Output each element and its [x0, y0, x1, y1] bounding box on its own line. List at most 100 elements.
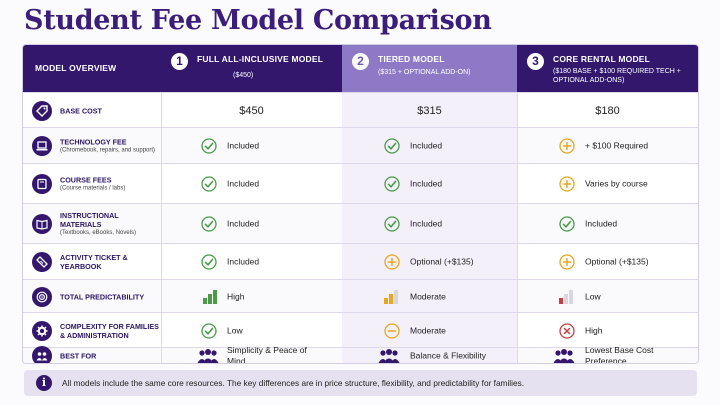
- value-text: Moderate: [410, 325, 446, 335]
- header-model-1: 1 FULL ALL-INCLUSIVE MODEL ($450): [161, 45, 342, 92]
- table-row: COURSE FEES (Course materials / labs) Incl…: [23, 163, 698, 204]
- model-name: CORE RENTAL MODEL: [553, 54, 651, 64]
- row-label: ACTIVITY TICKET & YEARBOOK: [60, 253, 160, 271]
- row-label-cell: COMPLEXITY FOR FAMILIES & ADMINISTRATION: [23, 313, 162, 348]
- model-number-badge: 1: [171, 53, 188, 70]
- row-label-cell: COURSE FEES (Course materials / labs): [23, 164, 162, 204]
- value-text: Moderate: [410, 291, 446, 301]
- page-title: Student Fee Model Comparison: [24, 5, 492, 36]
- row-subtitle: (Textbooks, eBooks, Novels): [60, 230, 137, 236]
- value-cell: Moderate: [342, 313, 518, 348]
- value-cell: Included: [161, 164, 343, 204]
- check-icon: [201, 322, 217, 339]
- row-title: BASE COST: [60, 106, 102, 115]
- row-label-cell: ACTIVITY TICKET & YEARBOOK: [23, 244, 162, 280]
- check-icon: [201, 138, 217, 154]
- row-title: COMPLEXITY FOR FAMILIES & ADMINISTRATION: [60, 321, 159, 340]
- value-cell: High: [161, 280, 343, 313]
- info-footer: i All models include the same core resou…: [24, 370, 697, 396]
- value-cell: Optional (+$135): [342, 244, 518, 280]
- people-icon: [553, 349, 575, 363]
- cross-icon: [559, 322, 575, 339]
- price-value: $315: [417, 104, 442, 117]
- value-cell: High: [517, 313, 698, 348]
- row-label-cell: TECHNOLOGY FEE (Chromebook, repairs, and …: [23, 128, 162, 164]
- row-label: BASE COST: [60, 106, 160, 115]
- value-cell: Low: [161, 313, 343, 348]
- value-text: Included: [227, 178, 260, 189]
- row-title: BEST FOR: [60, 351, 97, 361]
- table-row: TECHNOLOGY FEE (Chromebook, repairs, and …: [23, 127, 698, 164]
- laptop-icon: [32, 136, 52, 156]
- users-icon: [32, 346, 52, 363]
- value-text: Included: [227, 256, 260, 267]
- value-text: Simplicity & Peace of Mind: [227, 345, 307, 364]
- value-text: High: [227, 291, 245, 301]
- header-model-2: 2 TIERED MODEL ($315 + OPTIONAL ADD-ON): [342, 45, 517, 92]
- overview-label: MODEL OVERVIEW: [35, 63, 117, 73]
- value-text: Balance & Flexibility: [410, 350, 487, 361]
- value-cell: Optional (+$135): [517, 244, 698, 280]
- header-model-3: 3 CORE RENTAL MODEL ($180 BASE + $100 RE…: [517, 45, 698, 92]
- value-text: Optional (+$135): [410, 256, 474, 267]
- target-icon: [32, 286, 52, 307]
- row-subtitle: (Chromebook, repairs, and support): [60, 147, 156, 154]
- value-cell: Included: [161, 128, 343, 164]
- price-value: $180: [595, 104, 620, 117]
- value-cell: $315: [342, 93, 518, 128]
- gear-icon: [32, 320, 52, 341]
- predictability-bars-icon: [559, 289, 573, 304]
- model-number-badge: 2: [352, 53, 369, 70]
- table-row: INSTRUCTIONAL MATERIALS (Textbooks, eBook…: [23, 203, 698, 244]
- plus-icon: [559, 138, 575, 154]
- comparison-table: MODEL OVERVIEW 1 FULL ALL-INCLUSIVE MODE…: [22, 44, 699, 364]
- value-cell: Balance & Flexibility: [342, 348, 518, 363]
- value-text: + $100 Required: [585, 140, 649, 151]
- value-text: Included: [410, 140, 443, 151]
- value-cell: $450: [161, 93, 343, 128]
- open-book-icon: [32, 214, 52, 234]
- table-row: COMPLEXITY FOR FAMILIES & ADMINISTRATION…: [23, 312, 698, 348]
- table-row: BEST FOR Simplicity & Peace of Mind Balanc…: [23, 345, 698, 364]
- value-cell: Included: [342, 128, 518, 164]
- value-cell: Included: [342, 164, 518, 204]
- plus-icon: [559, 254, 575, 270]
- row-label: BEST FOR: [60, 352, 160, 361]
- plus-icon: [559, 176, 575, 192]
- info-icon: i: [36, 375, 52, 391]
- row-title: INSTRUCTIONAL MATERIALS: [60, 211, 119, 229]
- value-cell: Included: [161, 204, 343, 244]
- check-icon: [384, 216, 400, 232]
- check-icon: [201, 176, 217, 192]
- price-value: $450: [239, 104, 264, 117]
- value-text: Lowest Base Cost Preference: [585, 345, 654, 364]
- row-title: TOTAL PREDICTABILITY: [60, 292, 145, 301]
- value-cell: Included: [161, 244, 343, 280]
- row-label-cell: BASE COST: [23, 93, 162, 128]
- model-number-badge: 3: [527, 53, 544, 70]
- row-title: ACTIVITY TICKET & YEARBOOK: [60, 253, 128, 271]
- tag-icon: [32, 100, 52, 121]
- model-name: FULL ALL-INCLUSIVE MODEL: [197, 54, 324, 64]
- value-cell: Varies by course: [517, 164, 698, 204]
- value-text: Included: [227, 218, 260, 229]
- value-cell: Moderate: [342, 280, 518, 313]
- value-text: Included: [410, 178, 443, 189]
- check-icon: [201, 216, 217, 232]
- model-subtitle: ($180 BASE + $100 REQUIRED TECH + OPTION…: [553, 68, 681, 84]
- check-icon: [384, 138, 400, 154]
- model-name: TIERED MODEL: [378, 54, 445, 64]
- people-icon: [378, 349, 400, 363]
- row-label: INSTRUCTIONAL MATERIALS (Textbooks, eBook…: [60, 211, 160, 237]
- value-text: Optional (+$135): [585, 256, 649, 267]
- value-text: High: [585, 325, 603, 335]
- value-text: Low: [227, 325, 243, 335]
- model-subtitle: ($315 + OPTIONAL ADD-ON): [378, 69, 471, 76]
- value-text: Included: [585, 218, 618, 229]
- row-title: TECHNOLOGY FEE: [60, 137, 127, 147]
- row-label: COMPLEXITY FOR FAMILIES & ADMINISTRATION: [60, 322, 160, 340]
- ticket-icon: [32, 252, 52, 272]
- table-row: TOTAL PREDICTABILITY High Moderate Low: [23, 279, 698, 313]
- value-text: Low: [585, 291, 601, 301]
- value-text: Included: [410, 218, 443, 229]
